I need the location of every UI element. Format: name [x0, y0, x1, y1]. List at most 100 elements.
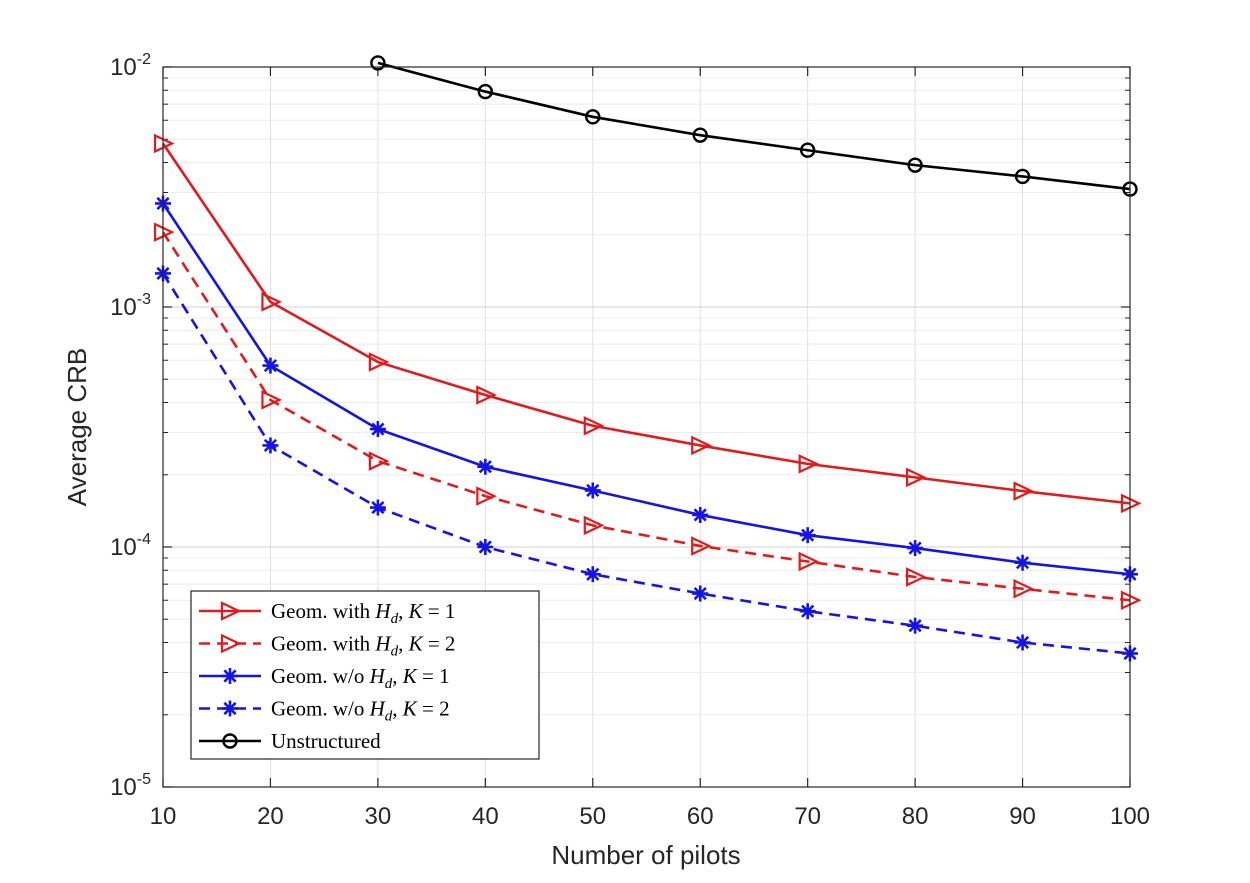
legend-label: Geom. with Hd, K = 1 [271, 599, 455, 627]
legend-entry: Geom. w/o Hd, K = 2 [199, 697, 450, 725]
series-5 [370, 55, 1138, 197]
marker-stroke [223, 701, 237, 716]
data-point [477, 83, 494, 100]
data-point [1013, 579, 1035, 599]
data-point [585, 109, 601, 125]
legend-marker [222, 733, 238, 749]
data-point [476, 385, 497, 405]
data-point [583, 416, 605, 436]
x-tick-label: 100 [1110, 803, 1150, 830]
data-point [907, 617, 924, 634]
legend-marker [220, 633, 242, 654]
y-tick-label: 10-5 [110, 771, 151, 801]
data-point [691, 536, 712, 556]
data-point [369, 499, 386, 516]
data-point [907, 540, 924, 557]
data-point [799, 142, 816, 158]
marker-stroke [801, 528, 815, 542]
data-point [1013, 481, 1035, 501]
legend-entry: Geom. with Hd, K = 1 [199, 599, 455, 627]
marker-stroke [263, 438, 278, 452]
x-tick-label: 70 [794, 803, 821, 830]
legend-marker [220, 601, 242, 621]
data-point [262, 437, 279, 454]
marker-stroke [1015, 556, 1030, 570]
series-4 [155, 265, 1138, 662]
marker-stroke [371, 422, 385, 436]
legend-marker [222, 668, 238, 684]
data-point [261, 390, 283, 410]
data-point [477, 458, 494, 475]
marker-stroke [371, 500, 385, 515]
series-line [161, 202, 1131, 576]
legend: Geom. with Hd, K = 1 Geom. with Hd, K = 2… [190, 590, 540, 760]
y-axis-label: Average CRB [62, 348, 92, 507]
marker-stroke [908, 541, 922, 555]
data-point [692, 127, 708, 143]
marker-stroke [478, 540, 492, 554]
series-line [377, 61, 1131, 191]
data-point [1014, 634, 1031, 651]
marker-stroke [908, 619, 922, 633]
data-point [261, 292, 283, 312]
data-point [369, 421, 386, 438]
data-point [1014, 168, 1031, 185]
data-point [368, 451, 390, 471]
x-tick-label: 30 [365, 803, 392, 830]
legend-entry: Unstructured [199, 729, 381, 753]
series-line [161, 142, 1131, 505]
x-tick-label: 40 [472, 803, 499, 830]
y-ticks: 10-5 10-4 10-3 10-2 [110, 51, 1130, 801]
data-point [691, 435, 712, 456]
data-point [1014, 554, 1031, 571]
legend-label: Geom. with Hd, K = 2 [271, 632, 455, 660]
marker-stroke [693, 508, 707, 522]
data-point [368, 352, 390, 372]
data-point [798, 551, 820, 572]
x-tick-label: 90 [1009, 803, 1036, 830]
data-point [584, 566, 601, 583]
marker-stroke [223, 669, 237, 683]
y-tick-label: 10-3 [110, 291, 151, 321]
marker-stroke [1015, 635, 1030, 650]
x-axis-label: Number of pilots [551, 840, 740, 870]
x-ticks: 10 20 30 40 50 60 70 80 90 100 [150, 67, 1150, 830]
legend-label: Unstructured [271, 729, 381, 753]
data-point [906, 467, 927, 488]
series-layer [153, 55, 1142, 662]
legend-entry: Geom. w/o Hd, K = 1 [199, 664, 450, 692]
marker-stroke [693, 586, 707, 601]
x-tick-label: 20 [257, 803, 284, 830]
data-point [692, 506, 709, 523]
plot-frame [162, 66, 1131, 788]
data-point [477, 539, 494, 555]
data-point [584, 482, 601, 499]
y-tick-label: 10-2 [110, 51, 151, 81]
legend-box [190, 590, 540, 760]
marker-stroke [478, 460, 492, 474]
data-point [370, 55, 386, 71]
data-point [262, 357, 279, 374]
data-point [692, 585, 709, 602]
x-tick-label: 60 [687, 803, 714, 830]
marker-stroke [586, 567, 600, 581]
marker-stroke [586, 483, 600, 498]
data-point [799, 603, 816, 620]
data-point [799, 527, 816, 544]
legend-label: Geom. w/o Hd, K = 1 [271, 664, 450, 692]
series-3 [155, 195, 1138, 583]
data-point [476, 486, 497, 506]
x-tick-label: 50 [579, 803, 606, 830]
data-point [906, 567, 927, 587]
x-tick-label: 80 [902, 803, 929, 830]
legend-label: Geom. w/o Hd, K = 2 [271, 697, 450, 725]
legend-marker [222, 700, 238, 717]
marker-stroke [263, 359, 278, 373]
legend-entry: Geom. with Hd, K = 2 [199, 632, 455, 660]
x-tick-label: 10 [150, 803, 177, 830]
data-point [798, 454, 820, 474]
series-line [161, 231, 1131, 602]
data-point [583, 515, 605, 536]
data-point [907, 157, 923, 173]
y-tick-label: 10-4 [110, 531, 151, 561]
